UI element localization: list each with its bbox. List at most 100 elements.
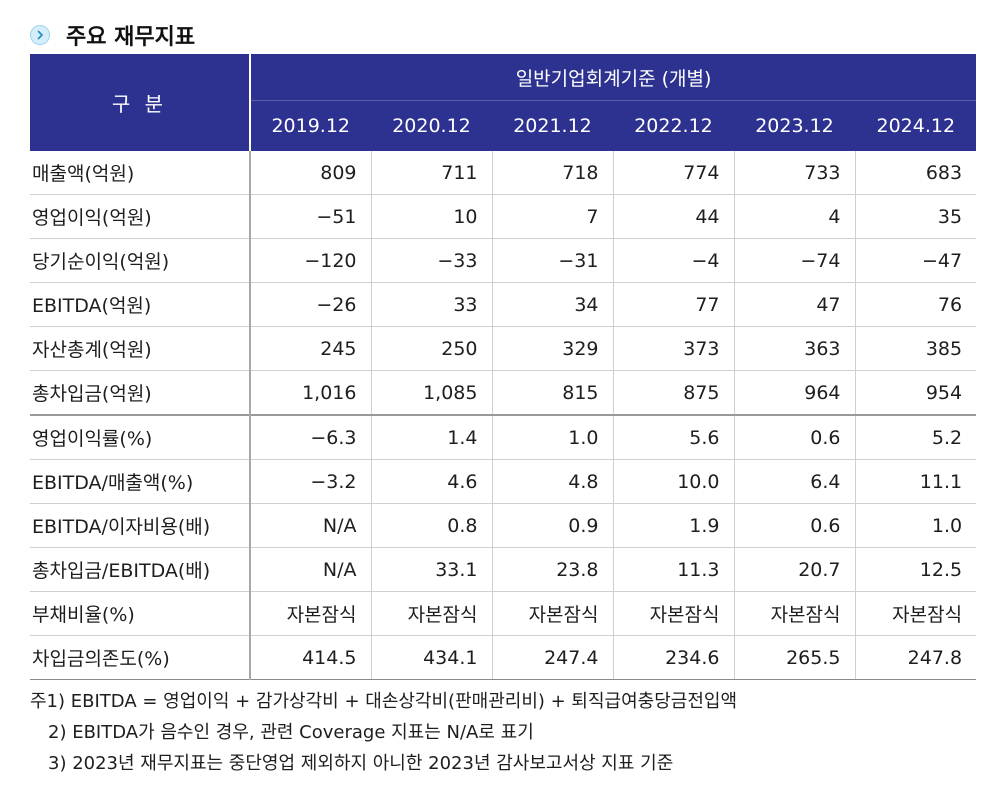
table-cell: 265.5 (734, 636, 855, 680)
table-row: 부채비율(%) 자본잠식 자본잠식 자본잠식 자본잠식 자본잠식 자본잠식 (30, 592, 976, 636)
table-cell: 33 (371, 283, 492, 327)
table-cell: 0.6 (734, 415, 855, 460)
table-cell: −33 (371, 239, 492, 283)
table-cell: 4.8 (492, 460, 613, 504)
table-cell: 35 (855, 195, 976, 239)
chevron-right-icon (30, 25, 50, 45)
row-label: EBITDA/이자비용(배) (30, 504, 250, 548)
table-cell: 자본잠식 (250, 592, 371, 636)
table-cell: 0.8 (371, 504, 492, 548)
year-header: 2024.12 (855, 101, 976, 152)
table-cell: −31 (492, 239, 613, 283)
table-cell: 77 (613, 283, 734, 327)
table-cell: 12.5 (855, 548, 976, 592)
row-label: 총차입금/EBITDA(배) (30, 548, 250, 592)
table-cell: 414.5 (250, 636, 371, 680)
footnote-3: 3) 2023년 재무지표는 중단영업 제외하지 아니한 2023년 감사보고서… (30, 748, 737, 779)
table-row: 매출액(억원) 809 711 718 774 733 683 (30, 151, 976, 195)
table-cell: −47 (855, 239, 976, 283)
table-body: 매출액(억원) 809 711 718 774 733 683 영업이익(억원) −51 10 7 4… (30, 151, 976, 680)
table-cell: 자본잠식 (613, 592, 734, 636)
table-cell: −26 (250, 283, 371, 327)
table-row: 영업이익률(%) −6.3 1.4 1.0 5.6 0.6 5.2 (30, 415, 976, 460)
year-header: 2022.12 (613, 101, 734, 152)
table-cell: 875 (613, 371, 734, 416)
section-header: 주요 재무지표 (30, 20, 195, 50)
table-cell: 964 (734, 371, 855, 416)
table-cell: 23.8 (492, 548, 613, 592)
table-cell: 250 (371, 327, 492, 371)
table-cell: 815 (492, 371, 613, 416)
table-cell: 6.4 (734, 460, 855, 504)
row-label: 영업이익(억원) (30, 195, 250, 239)
table-cell: 718 (492, 151, 613, 195)
table-cell: 자본잠식 (734, 592, 855, 636)
table-cell: 0.9 (492, 504, 613, 548)
table-cell: 11.3 (613, 548, 734, 592)
table-cell: 733 (734, 151, 855, 195)
table-row: EBITDA(억원) −26 33 34 77 47 76 (30, 283, 976, 327)
table-cell: 711 (371, 151, 492, 195)
table-cell: −51 (250, 195, 371, 239)
table-cell: 20.7 (734, 548, 855, 592)
table-cell: 1,085 (371, 371, 492, 416)
table-cell: N/A (250, 504, 371, 548)
footnote-2: 2) EBITDA가 음수인 경우, 관련 Coverage 지표는 N/A로 … (30, 717, 737, 748)
table-cell: 329 (492, 327, 613, 371)
row-label: 자산총계(억원) (30, 327, 250, 371)
table-cell: 809 (250, 151, 371, 195)
table-cell: 10 (371, 195, 492, 239)
table-cell: 11.1 (855, 460, 976, 504)
table-row: EBITDA/이자비용(배) N/A 0.8 0.9 1.9 0.6 1.0 (30, 504, 976, 548)
table-cell: 33.1 (371, 548, 492, 592)
table-cell: 34 (492, 283, 613, 327)
table-cell: 1.0 (492, 415, 613, 460)
table-cell: 44 (613, 195, 734, 239)
financial-indicators-table: 구 분 일반기업회계기준 (개별) 2019.12 2020.12 2021.12 2… (30, 54, 976, 680)
table-cell: 363 (734, 327, 855, 371)
table-cell: −4 (613, 239, 734, 283)
table-cell: 434.1 (371, 636, 492, 680)
corner-header: 구 분 (30, 54, 250, 151)
row-label: 차입금의존도(%) (30, 636, 250, 680)
table-row: 영업이익(억원) −51 10 7 44 4 35 (30, 195, 976, 239)
table-cell: 7 (492, 195, 613, 239)
table-cell: 234.6 (613, 636, 734, 680)
year-header: 2019.12 (250, 101, 371, 152)
table-cell: 245 (250, 327, 371, 371)
table-cell: 0.6 (734, 504, 855, 548)
table-cell: 385 (855, 327, 976, 371)
table-cell: 자본잠식 (855, 592, 976, 636)
row-label: EBITDA/매출액(%) (30, 460, 250, 504)
table-cell: 1,016 (250, 371, 371, 416)
year-header: 2021.12 (492, 101, 613, 152)
table-cell: 4.6 (371, 460, 492, 504)
table-cell: 47 (734, 283, 855, 327)
table-row: EBITDA/매출액(%) −3.2 4.6 4.8 10.0 6.4 11.1 (30, 460, 976, 504)
table-cell: 자본잠식 (492, 592, 613, 636)
row-label: 총차입금(억원) (30, 371, 250, 416)
table-cell: 1.9 (613, 504, 734, 548)
table-cell: N/A (250, 548, 371, 592)
table-cell: −6.3 (250, 415, 371, 460)
footnotes: 주1) EBITDA = 영업이익 + 감가상각비 + 대손상각비(판매관리비)… (30, 686, 737, 779)
table-cell: 954 (855, 371, 976, 416)
table-cell: −74 (734, 239, 855, 283)
table-cell: 자본잠식 (371, 592, 492, 636)
table-cell: 1.4 (371, 415, 492, 460)
row-label: 영업이익률(%) (30, 415, 250, 460)
section-title: 주요 재무지표 (66, 19, 195, 51)
table-cell: 10.0 (613, 460, 734, 504)
table-cell: −120 (250, 239, 371, 283)
accounting-standard-header: 일반기업회계기준 (개별) (250, 54, 976, 101)
table-cell: 4 (734, 195, 855, 239)
table-cell: 5.2 (855, 415, 976, 460)
table-cell: 373 (613, 327, 734, 371)
row-label: 당기순이익(억원) (30, 239, 250, 283)
year-header: 2023.12 (734, 101, 855, 152)
year-header: 2020.12 (371, 101, 492, 152)
table-cell: 5.6 (613, 415, 734, 460)
table-row: 총차입금(억원) 1,016 1,085 815 875 964 954 (30, 371, 976, 416)
table-cell: 683 (855, 151, 976, 195)
row-label: EBITDA(억원) (30, 283, 250, 327)
